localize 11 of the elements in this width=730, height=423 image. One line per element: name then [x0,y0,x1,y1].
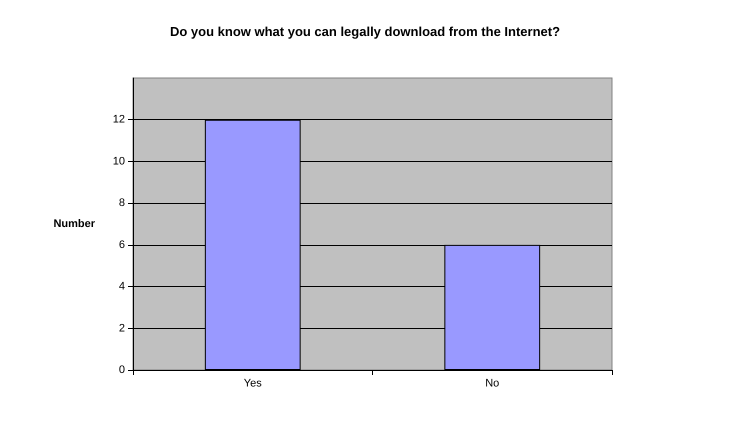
chart-title: Do you know what you can legally download from the Internet? [170,24,560,39]
x-tick-label: No [485,378,500,390]
y-tick-label: 4 [118,280,125,293]
y-tick-label: 2 [118,322,125,334]
y-tick-label: 10 [112,155,125,168]
y-axis-title: Number [53,218,96,230]
x-tick-label: Yes [244,378,262,390]
y-tick-label: 12 [112,114,125,126]
y-tick-label: 6 [118,238,125,251]
y-tick-label: 0 [118,364,125,376]
y-tick-label: 8 [118,197,125,210]
